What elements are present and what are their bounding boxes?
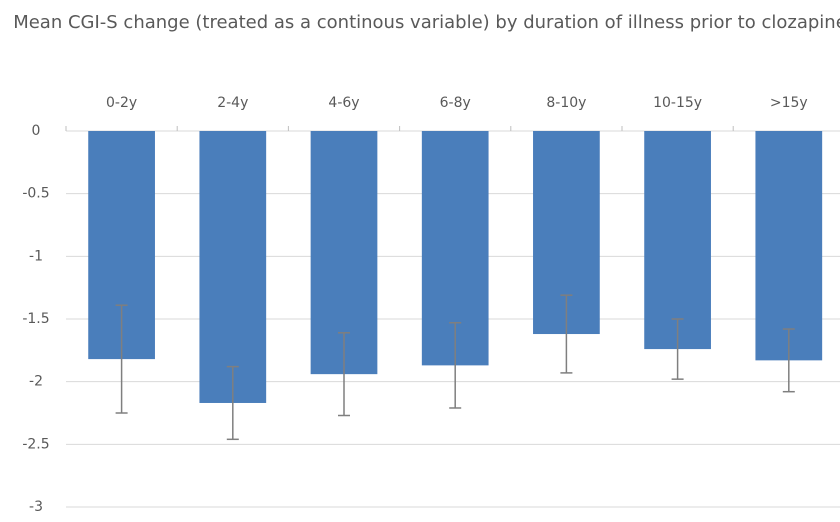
y-tick-label: -2 [29, 374, 43, 390]
y-tick-label: -3 [29, 499, 43, 515]
x-tick-label: 6-8y [440, 95, 471, 111]
bar [755, 131, 823, 361]
x-tick-label: 2-4y [217, 95, 248, 111]
y-tick-label: -1.5 [22, 311, 49, 327]
y-tick-label: -0.5 [22, 186, 49, 202]
x-tick-label: 8-10y [546, 95, 586, 111]
bar [199, 131, 267, 403]
x-tick-label: 4-6y [328, 95, 359, 111]
y-tick-label: 0 [32, 123, 41, 139]
chart-title: Mean CGI-S change (treated as a continou… [13, 12, 840, 33]
x-tick-label: >15y [770, 95, 808, 111]
bar [644, 131, 711, 350]
x-tick-label: 10-15y [653, 95, 702, 111]
y-tick-label: -1 [29, 248, 43, 264]
x-tick-label: 0-2y [106, 95, 137, 111]
y-tick-label: -2.5 [22, 436, 49, 452]
